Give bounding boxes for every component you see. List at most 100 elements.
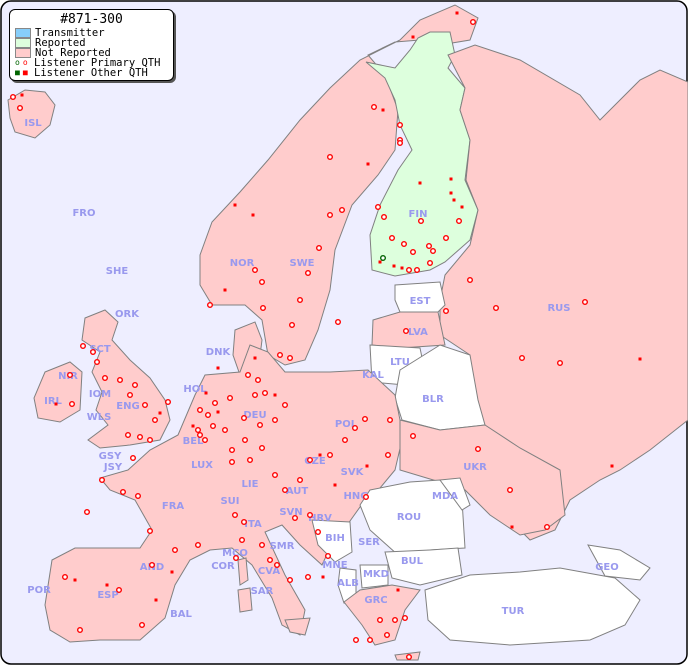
listener-other-qth-marker [449,177,453,181]
country-label-geo: GEO [595,562,619,573]
listener-primary-qth-marker [116,377,123,384]
listener-primary-qth-marker [287,577,294,584]
listener-primary-qth-marker [389,234,396,241]
country-label-ser: SER [358,537,380,548]
listener-primary-qth-marker [232,555,239,562]
listener-primary-qth-marker [297,477,304,484]
country-label-grc: GRC [364,595,387,606]
country-label-svk: SVK [341,467,365,478]
country-grc [343,584,421,646]
country-label-aut: AUT [286,486,309,497]
listener-primary-qth-marker [66,372,73,379]
listener-primary-qth-marker [146,528,153,535]
country-continent [44,344,403,643]
country-label-cor: COR [211,561,235,572]
listener-primary-qth-marker [68,401,75,408]
listener-other-qth-marker [638,357,642,361]
legend-label: Listener Primary QTH [34,57,161,69]
country-label-cze: CZE [304,456,326,467]
listener-primary-qth-marker [146,437,153,444]
listener-primary-qth-marker [403,328,410,335]
listener-primary-qth-marker [352,425,359,432]
listener-primary-qth-marker [194,427,201,434]
island-sicily [284,617,311,636]
country-label-bel: BEL [183,436,204,447]
not-reported-swatch [15,48,31,58]
listener-primary-qth-marker [171,547,178,554]
listener-primary-qth-marker [101,375,108,382]
country-label-est: EST [410,296,431,307]
listener-other-qth-marker [73,578,77,582]
listener-primary-qth-marker [327,211,334,218]
listener-primary-qth-marker [371,103,378,110]
legend-transmitter: Transmitter [10,28,173,38]
country-label-isl: ISL [24,118,42,129]
listener-other-qth-marker [366,162,370,166]
listener-other-qth-marker [510,525,514,529]
listener-primary-qth-marker [430,247,437,254]
country-label-she: SHE [106,266,129,277]
listener-primary-qth-marker [9,93,16,100]
country-gbr [81,309,171,449]
country-label-tur: TUR [502,606,525,617]
listener-primary-qth-marker [204,412,211,419]
listener-primary-qth-marker [475,446,482,453]
listener-primary-qth-marker [289,322,296,329]
country-label-bih: BIH [325,533,345,544]
country-label-bul: BUL [401,556,424,567]
listener-other-qth-marker [460,205,464,209]
listener-primary-qth-marker [79,343,86,350]
listener-primary-qth-marker [274,562,281,569]
country-label-hrv: HRV [308,513,332,524]
listener-primary-qth-marker [126,392,133,399]
listener-primary-qth-marker [196,432,203,439]
country-bih [311,519,353,563]
country-label-gsy: GSY [99,451,122,462]
listener-primary-qth-marker [544,524,551,531]
listener-other-qth-marker [318,453,322,457]
listener-primary-qth-marker [201,437,208,444]
country-label-hol: HOL [183,384,207,395]
listener-primary-qth-marker [240,519,247,526]
country-label-fro: FRO [72,208,95,219]
country-label-blr: BLR [422,394,444,405]
listener-primary-qth-marker [406,267,413,274]
listener-primary-qth-marker [315,529,322,536]
country-label-deu: DEU [243,410,266,421]
listener-other-qth-marker [204,391,208,395]
listener-other-qth-marker [381,108,385,112]
listener-primary-qth-marker [456,217,463,224]
listener-other-qth-marker [418,181,422,185]
listener-other-qth-marker [216,410,220,414]
country-geo [587,544,651,581]
country-bul [384,547,463,586]
country-label-dnk: DNK [206,347,232,358]
country-label-sct: SCT [89,344,111,355]
listener-primary-qth-marker [238,537,245,544]
listener-other-qth-marker [105,583,109,587]
legend-primary-qth: o o Listener Primary QTH [10,57,173,69]
country-label-wls: WLS [87,412,112,423]
listener-primary-qth-marker [260,305,267,312]
listener-primary-qth-marker [307,457,314,464]
listener-primary-qth-marker [259,542,266,549]
listener-other-qth-marker [378,260,382,264]
country-label-swe: SWE [289,258,314,269]
listener-other-qth-marker [333,483,337,487]
listener-primary-qth-marker [377,617,384,624]
listener-primary-qth-marker [335,319,342,326]
reported-swatch [15,38,31,48]
listener-primary-qth-marker [305,270,312,277]
listener-primary-qth-marker [582,299,589,306]
listener-primary-qth-marker [134,493,141,500]
country-label-fin: FIN [409,209,428,220]
listener-primary-qth-marker [387,417,394,424]
country-label-iom: IOM [89,389,111,400]
listener-primary-qth-marker [277,352,284,359]
country-label-lie: LIE [242,479,259,490]
listener-primary-qth-marker [246,457,253,464]
legend-reported: Reported [10,38,173,48]
listener-primary-qth-marker [241,437,248,444]
listener-primary-qth-marker [406,654,413,661]
listener-primary-qth-marker [211,400,218,407]
